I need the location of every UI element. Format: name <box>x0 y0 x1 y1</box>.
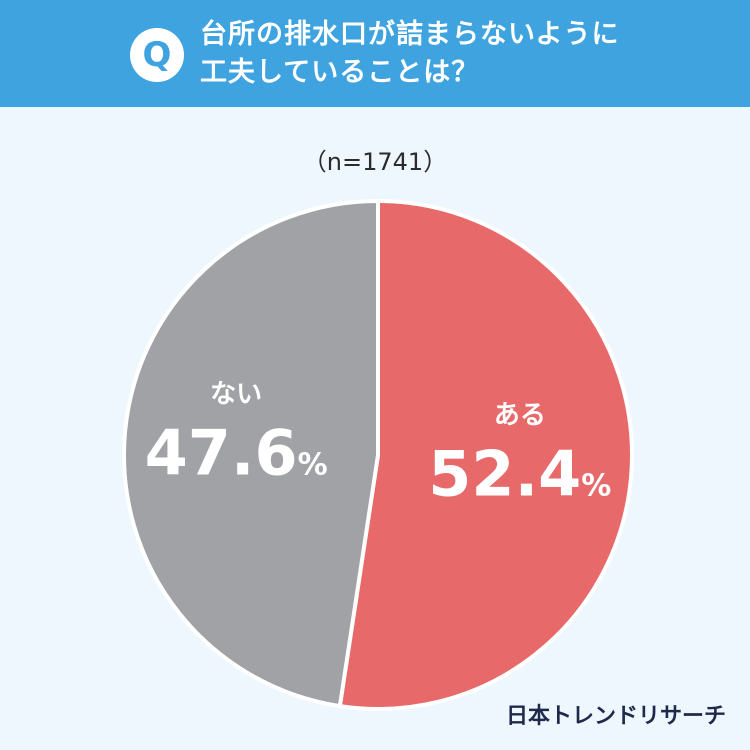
question-title-line-2: 工夫していることは？ <box>200 57 480 88</box>
brand-logo: 日本トレンドリサーチ <box>505 704 726 729</box>
slice-label-nai: ない <box>210 379 262 409</box>
question-title: 台所の排水口が詰まらないように 工夫していることは？ <box>200 16 720 92</box>
slice-value-aru: 52.4% <box>428 438 611 511</box>
question-badge: Q <box>130 28 184 82</box>
pie-labels: ある 52.4% ない 47.6% <box>145 379 612 510</box>
question-header: Q 台所の排水口が詰まらないように 工夫していることは？ <box>0 0 750 107</box>
pie-slice-nai <box>122 199 380 709</box>
question-title-line-1: 台所の排水口が詰まらないように <box>200 19 620 50</box>
pie-slice-aru <box>337 199 634 711</box>
slice-label-aru: ある <box>494 401 546 431</box>
slice-value-nai: 47.6% <box>145 416 328 489</box>
sample-size: （n=1741） <box>302 148 448 176</box>
pie-slices <box>122 199 634 711</box>
